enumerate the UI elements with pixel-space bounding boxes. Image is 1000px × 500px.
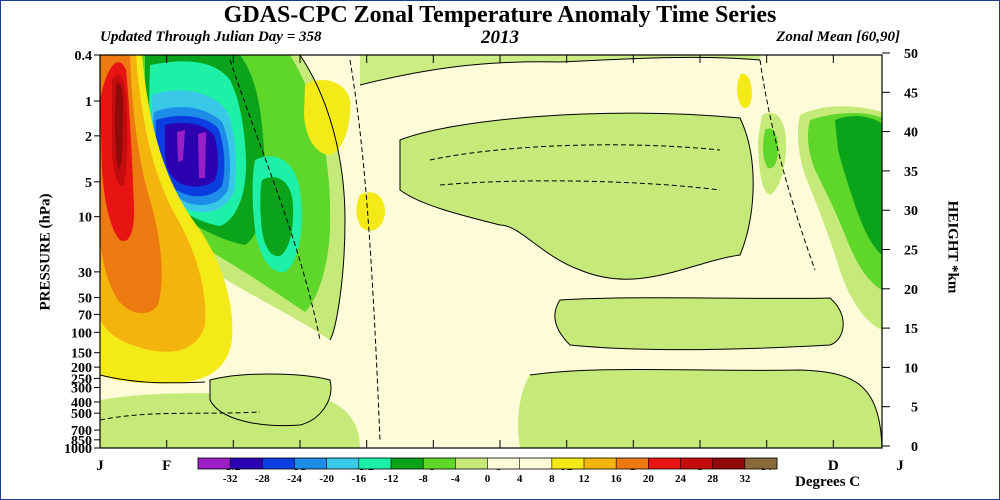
colorbar-swatch xyxy=(519,458,553,469)
y-left-tick-label: 5 xyxy=(85,176,92,191)
colorbar-swatch xyxy=(680,458,714,469)
colorbar-swatch xyxy=(230,458,263,469)
colorbar-swatch xyxy=(262,458,295,469)
y-right-tick-label: 45 xyxy=(904,86,918,101)
y-left-tick-label: 50 xyxy=(78,292,92,307)
colorbar-swatch xyxy=(358,458,392,469)
y-right-tick-label: 15 xyxy=(904,322,918,337)
subtitle-zonal-mean: Zonal Mean [60,90] xyxy=(776,29,900,45)
colorbar-swatch xyxy=(551,458,585,469)
colorbar-level-label: 8 xyxy=(549,473,555,485)
y-axis-right: 0 5 10 15 20 25 30 35 40 45 50 xyxy=(882,47,918,455)
colorbar-level-label: -16 xyxy=(351,473,366,485)
colorbar-swatch xyxy=(198,458,231,469)
chart-title: GDAS-CPC Zonal Temperature Anomaly Time … xyxy=(223,2,777,28)
y-left-tick-label: 200 xyxy=(71,361,92,376)
colorbar-level-label: -8 xyxy=(419,473,429,485)
x-tick-label: D xyxy=(828,458,839,474)
y-left-tick-label: 150 xyxy=(71,347,92,362)
contour-field xyxy=(100,55,882,448)
x-tick-label: J xyxy=(96,458,104,474)
colorbar-swatch xyxy=(584,458,617,469)
y-left-tick-label: 70 xyxy=(78,308,92,323)
colorbar-level-label: -4 xyxy=(451,473,461,485)
colorbar-level-label: 0 xyxy=(485,473,491,485)
colorbar-level-label: -24 xyxy=(287,473,302,485)
colorbar-swatch xyxy=(423,458,456,469)
colorbar-swatch xyxy=(294,458,328,469)
colorbar-swatch xyxy=(326,458,360,469)
colorbar-level-label: 12 xyxy=(579,473,591,485)
colorbar-level-label: 32 xyxy=(739,473,751,485)
colorbar-swatch xyxy=(487,458,521,469)
colorbar-level-label: -32 xyxy=(223,473,238,485)
y-left-tick-label: 400 xyxy=(71,396,92,411)
y-right-tick-label: 40 xyxy=(904,126,918,141)
colorbar-level-label: 4 xyxy=(517,473,523,485)
colorbar-swatch xyxy=(648,458,681,469)
contour-lines xyxy=(100,55,882,448)
colorbar: -32 -28 -24 -20 -16 -12 -8 -4 0 4 8 12 16 20 24 28 32 xyxy=(197,457,778,485)
colorbar-swatch xyxy=(712,458,746,469)
colorbar-level-label: -20 xyxy=(319,473,334,485)
y-left-tick-label: 700 xyxy=(71,424,92,439)
y-left-tick-label: 850 xyxy=(71,434,92,449)
y-left-tick-label: 30 xyxy=(78,266,92,281)
y-left-tick-label: 10 xyxy=(78,211,92,226)
y-left-tick-label: 1000 xyxy=(64,442,92,457)
y-right-tick-label: 10 xyxy=(904,361,918,376)
y-right-tick-label: 35 xyxy=(904,165,918,180)
colorbar-swatch xyxy=(744,458,778,469)
colorbar-level-label: 20 xyxy=(643,473,655,485)
colorbar-level-label: -28 xyxy=(255,473,270,485)
colorbar-swatch xyxy=(455,458,488,469)
x-tick-label: F xyxy=(162,458,171,474)
colorbar-level-label: 16 xyxy=(611,473,623,485)
y-left-tick-label: 300 xyxy=(71,382,92,397)
plot-border xyxy=(99,54,883,449)
colorbar-units-label: Degrees C xyxy=(795,474,861,490)
x-tick-label: J xyxy=(896,458,904,474)
subtitle-year: 2013 xyxy=(481,27,519,48)
y-left-tick-label: 250 xyxy=(71,372,92,387)
y-right-tick-label: 20 xyxy=(904,283,918,298)
y-right-tick-label: 50 xyxy=(904,47,918,62)
colorbar-level-label: -12 xyxy=(384,473,399,485)
y-left-tick-label: 2 xyxy=(85,130,92,145)
y-left-tick-label: 500 xyxy=(71,407,92,422)
y-right-tick-label: 5 xyxy=(911,401,918,416)
colorbar-swatch xyxy=(616,458,649,469)
subtitle-updated: Updated Through Julian Day = 358 xyxy=(100,29,322,45)
y-right-tick-label: 25 xyxy=(904,244,918,259)
y-right-tick-label: 30 xyxy=(904,204,918,219)
y-right-tick-label: 0 xyxy=(911,440,918,455)
colorbar-level-label: 24 xyxy=(675,473,687,485)
y-left-tick-label: 0.4 xyxy=(75,49,93,64)
colorbar-swatch xyxy=(391,458,424,469)
y-left-tick-label: 100 xyxy=(71,326,92,341)
y-left-tick-label: 1 xyxy=(85,95,92,110)
colorbar-level-label: 28 xyxy=(707,473,719,485)
